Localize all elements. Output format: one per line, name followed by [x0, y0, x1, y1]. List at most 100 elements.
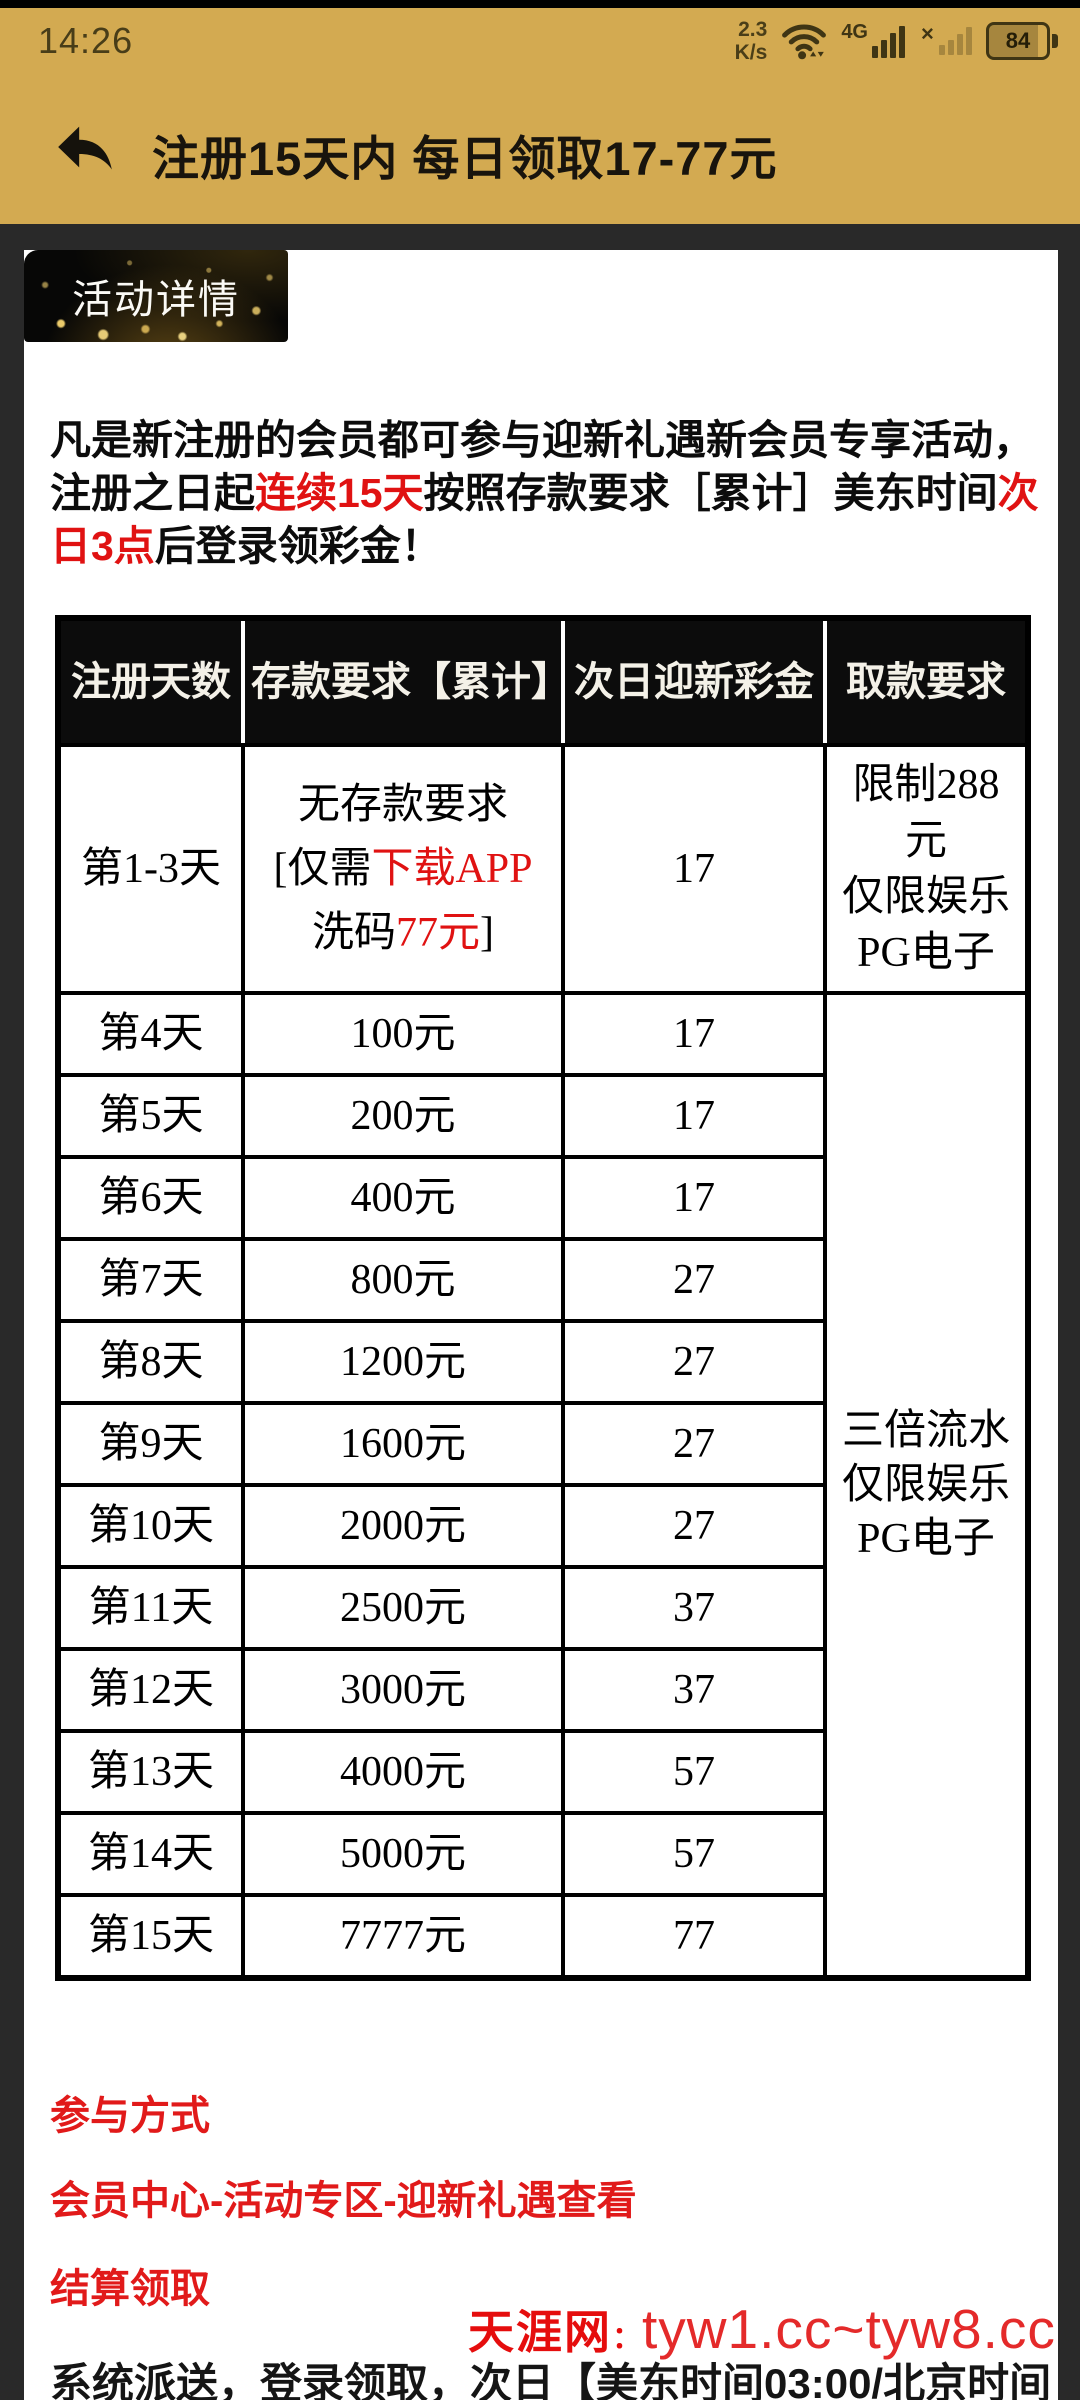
table-row: 第4天 100元 17 三倍流水 仅限娱乐 PG电子: [56, 991, 1030, 1980]
faded-signal-bars-icon: [939, 27, 972, 55]
table-row: 第15天 7777元 77: [56, 1893, 1028, 1980]
network-speed-value: 2.3: [738, 18, 768, 41]
battery-icon: 84: [986, 22, 1058, 60]
table-header-row: 注册天数 存款要求【累计】 次日迎新彩金 取款要求: [56, 616, 1030, 747]
text-run: 后登录领彩金！: [154, 523, 442, 569]
network-speed-unit: K/s: [734, 41, 768, 64]
battery-percent: 84: [1005, 28, 1031, 53]
deposit-cell: 400元: [241, 1155, 565, 1241]
text-run: ]: [480, 910, 495, 956]
col-header-register-days: 注册天数: [56, 616, 245, 747]
day-cell: 第9天: [56, 1401, 245, 1487]
table-row: 第6天 400元 17: [56, 1155, 1028, 1241]
bonus-cell: 57: [561, 1811, 827, 1897]
status-time: 14:26: [38, 20, 134, 61]
settle-description: 系统派送，登录领取，次日【美东时间03:00/北京时间: [50, 2360, 1052, 2400]
text-run: [仅需: [273, 846, 372, 892]
table-row: 第12天 3000元 37: [56, 1647, 1028, 1733]
bonus-cell: 17: [561, 991, 827, 1077]
page-title: 注册15天内 每日领取17-77元: [152, 132, 778, 185]
badge-label: 活动详情: [72, 278, 240, 322]
day-cell: 第12天: [56, 1647, 245, 1733]
table-row: 第1-3天 无存款要求 [仅需下载APP 洗码77元] 17 限制288元 仅限娱乐 P…: [56, 743, 1030, 995]
cell-line: PG电子: [857, 1516, 995, 1562]
bonus-cell: 37: [561, 1647, 827, 1733]
day-cell: 第13天: [56, 1729, 245, 1815]
text-run: 洗码: [311, 910, 396, 956]
participate-title: 参与方式: [50, 2094, 210, 2138]
day-cell: 第11天: [56, 1565, 245, 1651]
bonus-cell: 37: [561, 1565, 827, 1651]
table-row: 第8天 1200元 27: [56, 1319, 1028, 1405]
col-header-next-day-bonus: 次日迎新彩金: [561, 616, 827, 747]
deposit-cell: 4000元: [241, 1729, 565, 1815]
deposit-cell: 1200元: [241, 1319, 565, 1405]
day-cell: 第4天: [56, 991, 245, 1077]
highlight-text: 77元: [396, 910, 481, 956]
cell-line: 限制288元: [852, 762, 1000, 864]
table-row: 第9天 1600元 27: [56, 1401, 1028, 1487]
deposit-cell: 3000元: [241, 1647, 565, 1733]
highlight-text: 连续15天: [255, 470, 424, 516]
bonus-cell: 27: [561, 1237, 827, 1323]
merged-withdraw-cell: 三倍流水 仅限娱乐 PG电子: [823, 991, 1030, 1980]
day-cell: 第6天: [56, 1155, 245, 1241]
network-speed-indicator: 2.3 K/s: [735, 18, 768, 64]
text-run: 凡是新注册的会员都可参与迎新礼遇新会员专享活动，: [50, 417, 1034, 463]
back-arrow-icon: [58, 126, 112, 170]
day-cell: 第5天: [56, 1073, 245, 1159]
battery-fill: [989, 25, 1038, 57]
watermark-domains: tyw1.cc~tyw8.cc: [642, 2298, 1056, 2360]
watermark-separator: ：: [612, 2322, 642, 2355]
deposit-cell: 200元: [241, 1073, 565, 1159]
highlight-text: 下载APP: [371, 846, 533, 892]
col-header-withdraw-requirement: 取款要求: [823, 616, 1030, 747]
deposit-cell: 1600元: [241, 1401, 565, 1487]
back-button[interactable]: [50, 112, 120, 182]
status-icons: 2.3 K/s 4G ×: [735, 18, 1058, 64]
deposit-cell: 无存款要求 [仅需下载APP 洗码77元]: [241, 743, 565, 995]
table-row: 第5天 200元 17: [56, 1073, 1028, 1159]
day-cell: 第14天: [56, 1811, 245, 1897]
signal-bars-icon: [872, 26, 905, 58]
highlight-text: 日3点: [50, 523, 155, 569]
bonus-cell: 17: [561, 1155, 827, 1241]
bonus-schedule-table: 注册天数 存款要求【累计】 次日迎新彩金 取款要求 第1-3天 无存款要求 [仅需…: [55, 615, 1031, 1981]
deposit-cell: 800元: [241, 1237, 565, 1323]
deposit-cell: 2000元: [241, 1483, 565, 1569]
withdraw-cell: 限制288元 仅限娱乐 PG电子: [823, 743, 1030, 995]
table-row: 第7天 800元 27: [56, 1237, 1028, 1323]
text-run: 按照存款要求［累计］美东时间: [423, 470, 998, 516]
day-cell: 第8天: [56, 1319, 245, 1405]
col-header-deposit-requirement: 存款要求【累计】: [241, 616, 565, 747]
no-sim-x-mark: ×: [921, 21, 934, 46]
table-row: 第13天 4000元 57: [56, 1729, 1028, 1815]
deposit-cell: 2500元: [241, 1565, 565, 1651]
deposit-cell: 100元: [241, 991, 565, 1077]
wifi-icon: [781, 21, 827, 61]
table-row: 第14天 5000元 57: [56, 1811, 1028, 1897]
bonus-cell: 17: [561, 743, 827, 995]
table-row: 第10天 2000元 27: [56, 1483, 1028, 1569]
sim1-signal-icon: 4G: [841, 21, 905, 58]
device-top-strip: [0, 0, 1080, 8]
activity-detail-badge: 活动详情: [24, 250, 288, 342]
cell-line: PG电子: [857, 930, 995, 976]
watermark-site-name: 天涯网: [468, 2306, 612, 2358]
day-cell: 第1-3天: [56, 743, 245, 995]
deposit-cell: 7777元: [241, 1893, 565, 1980]
watermark: 天涯网 ： tyw1.cc~tyw8.cc: [468, 2296, 1056, 2362]
bonus-cell: 77: [561, 1893, 827, 1980]
settle-title: 结算领取: [50, 2267, 210, 2311]
network-type-label: 4G: [841, 21, 868, 43]
text-run: 注册之日起: [50, 470, 255, 516]
sim2-no-signal-icon: ×: [921, 21, 972, 55]
text-run: 无存款要求: [297, 782, 508, 828]
bonus-cell: 17: [561, 1073, 827, 1159]
participate-path: 会员中心-活动专区-迎新礼遇查看: [50, 2179, 637, 2223]
cell-line: 仅限娱乐: [841, 1462, 1010, 1508]
intro-paragraph: 凡是新注册的会员都可参与迎新礼遇新会员专享活动， 注册之日起连续15天按照存款要求…: [50, 414, 1046, 573]
app-header: 14:26 2.3 K/s 4G: [0, 8, 1080, 224]
deposit-cell: 5000元: [241, 1811, 565, 1897]
